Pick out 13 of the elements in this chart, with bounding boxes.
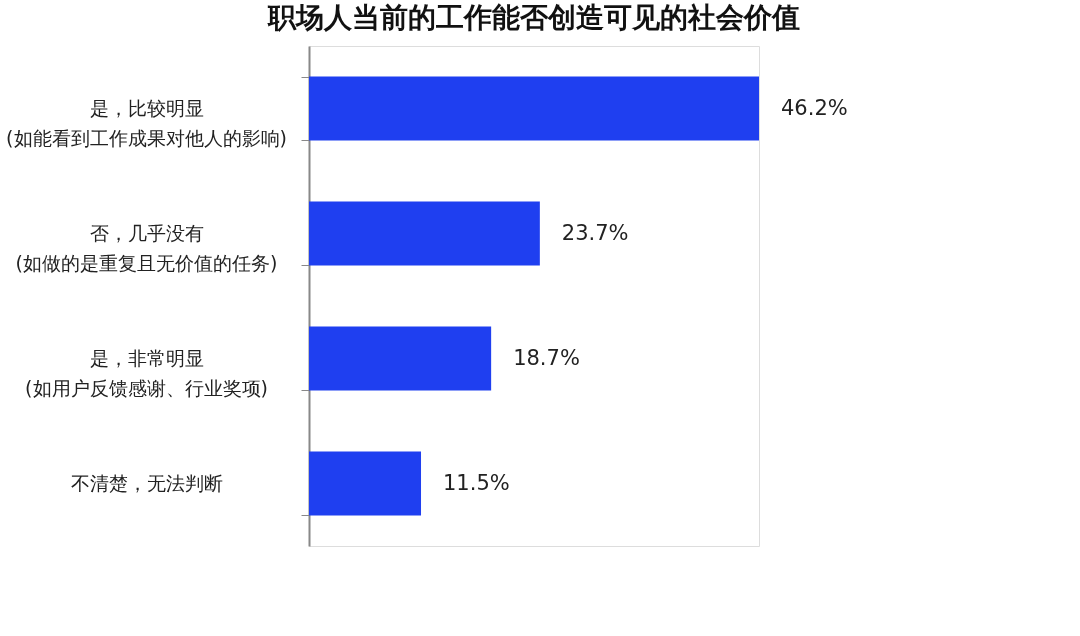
chart-title: 职场人当前的工作能否创造可见的社会价值 bbox=[267, 1, 800, 34]
data-label: 23.7% bbox=[561, 220, 629, 245]
bar bbox=[309, 451, 422, 516]
bar bbox=[309, 326, 492, 391]
bar bbox=[309, 201, 540, 266]
data-label: 11.5% bbox=[443, 470, 510, 495]
bar bbox=[309, 76, 759, 141]
data-label: 18.7% bbox=[513, 345, 580, 370]
y-tick-label: 否，几乎没有 (如做的是重复且无价值的任务) bbox=[15, 222, 278, 274]
y-tick-label: 是，比较明显 (如能看到工作成果对他人的影响) bbox=[6, 97, 287, 149]
data-label: 46.2% bbox=[781, 95, 848, 120]
y-tick-label: 不清楚，无法判断 bbox=[70, 472, 223, 494]
y-tick-label: 是，非常明显 (如用户反馈感谢、行业奖项) bbox=[25, 347, 268, 399]
